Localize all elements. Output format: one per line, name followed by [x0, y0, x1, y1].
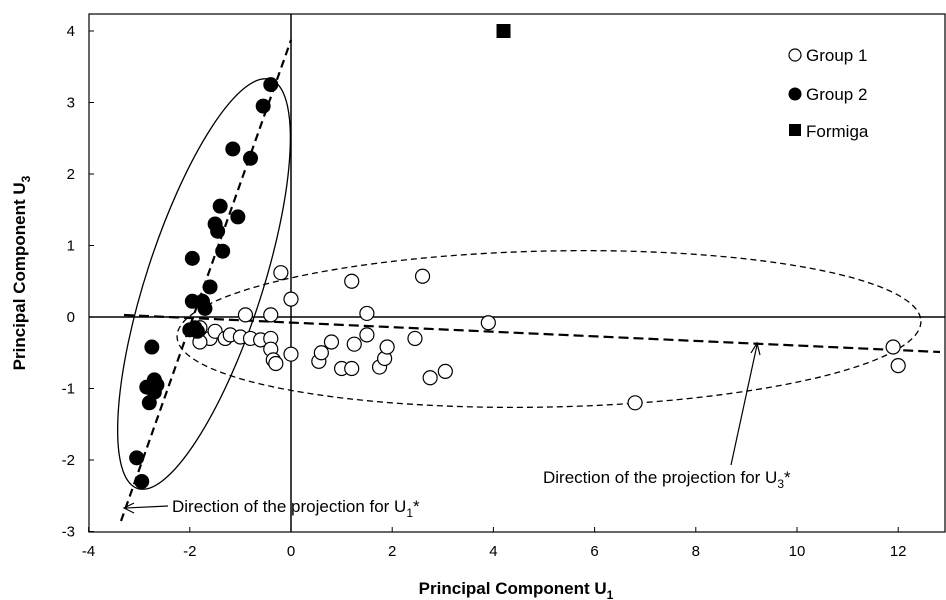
group-1-point — [323, 334, 340, 350]
group-1-point — [283, 346, 299, 362]
legend-label-formiga: Formiga — [806, 122, 869, 141]
x-tick-label: 10 — [789, 543, 806, 560]
y-tick-label: 1 — [67, 238, 75, 255]
annotation-u3: Direction of the projection for U3* — [543, 468, 791, 491]
annotation-u3-text: Direction of the projection for U — [543, 468, 777, 487]
group-1-point — [344, 360, 360, 377]
x-tick-label: 12 — [890, 543, 907, 560]
group-1-point — [344, 273, 360, 289]
group-2-point — [215, 243, 231, 259]
group-1-point — [480, 315, 496, 331]
y-tick-label: -3 — [62, 524, 75, 541]
group-2-point — [184, 250, 200, 266]
group-1-point — [263, 307, 279, 323]
u1-arrow — [125, 505, 169, 509]
legend-marker-group-2 — [788, 87, 802, 101]
group-2-point — [144, 339, 160, 355]
y-tick-label: 4 — [67, 23, 75, 40]
group-1-point — [890, 358, 906, 374]
u3-arrowhead — [750, 341, 761, 356]
y-tick-label: -2 — [62, 452, 75, 469]
y-tick-label: 2 — [67, 166, 75, 183]
u3-arrow — [730, 344, 758, 466]
x-tick-label: 8 — [692, 543, 700, 560]
y-axis-title: Principal Component U3 — [10, 175, 33, 370]
group-1-point — [414, 268, 431, 284]
group-2-point — [210, 223, 226, 239]
group-1-point — [422, 370, 438, 386]
group-2-point — [225, 141, 241, 157]
group-1-point — [627, 395, 643, 411]
group-1-point — [346, 336, 362, 352]
annotation-u1: Direction of the projection for U1* — [172, 497, 420, 520]
legend-marker-group-1 — [788, 48, 802, 62]
y-tick-label: -1 — [62, 381, 75, 398]
y-tick-label: 0 — [67, 309, 75, 326]
y-tick-label: 3 — [67, 95, 75, 112]
group-1-point — [283, 291, 299, 307]
u3-projection-line — [123, 313, 941, 354]
x-tick-label: 4 — [489, 543, 497, 560]
group-2-point — [255, 98, 271, 114]
legend-label-group-1: Group 1 — [806, 46, 867, 65]
group-2-point — [141, 395, 157, 411]
plot-frame — [88, 13, 946, 533]
legend: Group 1 Group 2 Formiga — [788, 46, 869, 141]
group-1-point — [268, 355, 284, 372]
annotation-u3-sub: 3 — [777, 477, 784, 491]
x-tick-label: -2 — [183, 543, 196, 560]
x-tick-label: 2 — [388, 543, 396, 560]
group-2-point — [230, 209, 246, 225]
legend-label-group-2: Group 2 — [806, 85, 867, 104]
legend-marker-formiga — [789, 124, 801, 136]
group-1-point — [885, 339, 901, 355]
group-2-point — [184, 293, 200, 309]
svg-text:Direction of the projection fo: Direction of the projection for U3* — [543, 468, 791, 491]
annotation-u1-text: Direction of the projection for U — [172, 497, 406, 516]
group-2-point — [243, 150, 259, 166]
y-tick-labels: -3 -2 -1 0 1 2 3 4 — [62, 23, 94, 541]
x-tick-label: 0 — [287, 543, 295, 560]
group-2-point — [197, 300, 213, 316]
x-tick-label: 6 — [590, 543, 598, 560]
group-2-point — [212, 198, 228, 214]
x-tick-label: -4 — [82, 543, 95, 560]
group-1-point — [359, 305, 375, 322]
group-2-point — [189, 323, 205, 339]
formiga-point — [496, 24, 511, 38]
group-2-point — [263, 77, 279, 93]
x-axis-title: Principal Component U1 — [419, 579, 614, 600]
group-1-ellipse — [176, 249, 922, 409]
group-1-point — [379, 339, 395, 355]
group-1-point — [407, 330, 423, 347]
annotation-u3-suffix: * — [784, 468, 791, 487]
annotation-u1-suffix: * — [413, 497, 420, 516]
annotation-u1-sub: 1 — [406, 506, 413, 520]
group-1-point — [359, 327, 375, 343]
group-2-point — [134, 473, 150, 489]
group-1-point — [237, 307, 254, 323]
u1-arrowhead — [122, 502, 135, 514]
group-1-point — [313, 345, 329, 361]
group-1-point — [437, 363, 453, 379]
data-points — [129, 24, 906, 489]
projection-directions — [119, 39, 941, 522]
group-2-point — [202, 279, 218, 295]
x-tick-labels: -4 -2 0 2 4 6 8 10 12 — [82, 527, 907, 560]
group-1-point — [273, 265, 289, 281]
u1-projection-line — [119, 39, 293, 522]
group-2-point — [129, 450, 145, 466]
svg-text:Direction of the projection fo: Direction of the projection for U1* — [172, 497, 420, 520]
